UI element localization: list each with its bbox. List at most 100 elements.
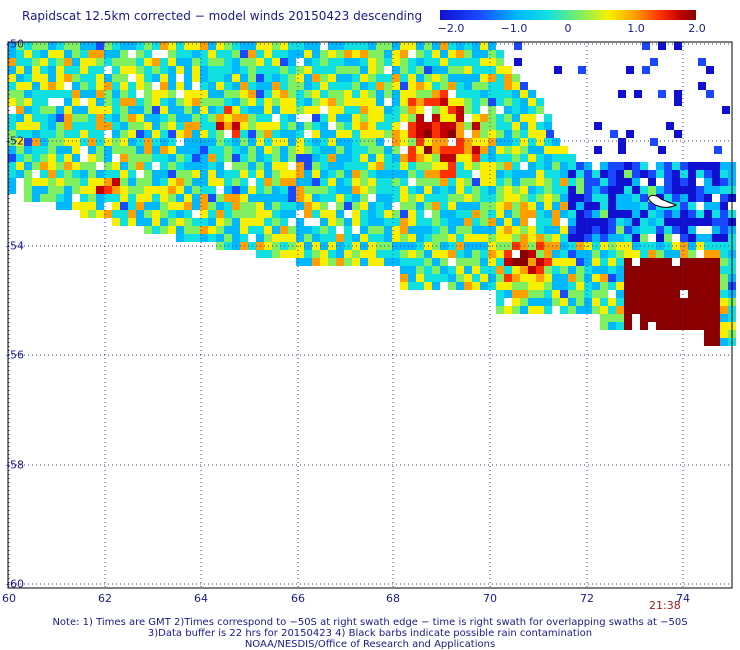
wind-cell bbox=[488, 66, 496, 74]
wind-cell bbox=[112, 42, 120, 50]
wind-cell bbox=[576, 218, 584, 226]
wind-cell bbox=[456, 234, 464, 242]
wind-cell bbox=[600, 274, 608, 282]
wind-cell bbox=[280, 218, 288, 226]
wind-cell bbox=[680, 162, 688, 170]
wind-cell bbox=[480, 202, 488, 210]
wind-cell bbox=[32, 50, 40, 58]
wind-cell bbox=[136, 178, 144, 186]
wind-cell bbox=[416, 106, 424, 114]
wind-cell bbox=[656, 218, 664, 226]
wind-cell bbox=[392, 170, 400, 178]
wind-cell bbox=[160, 42, 168, 50]
wind-cell bbox=[344, 42, 352, 50]
wind-cell bbox=[120, 194, 128, 202]
wind-cell bbox=[256, 146, 264, 154]
wind-cell bbox=[96, 66, 104, 74]
wind-cell bbox=[208, 50, 216, 58]
wind-cell bbox=[280, 122, 288, 130]
wind-cell bbox=[200, 162, 208, 170]
wind-cell bbox=[520, 186, 528, 194]
wind-cell bbox=[616, 218, 624, 226]
wind-cell bbox=[56, 114, 64, 122]
wind-cell bbox=[280, 210, 288, 218]
wind-cell bbox=[352, 162, 360, 170]
wind-cell bbox=[576, 210, 584, 218]
wind-cell bbox=[504, 82, 512, 90]
wind-cell bbox=[168, 130, 176, 138]
wind-cell bbox=[424, 178, 432, 186]
wind-cell bbox=[672, 162, 680, 170]
wind-cell bbox=[464, 258, 472, 266]
wind-cell bbox=[512, 154, 520, 162]
wind-cell bbox=[176, 58, 184, 66]
wind-cell bbox=[400, 130, 408, 138]
wind-cell bbox=[528, 266, 536, 274]
wind-cell bbox=[504, 306, 512, 314]
wind-cell bbox=[160, 170, 168, 178]
wind-cell bbox=[480, 186, 488, 194]
wind-cell bbox=[594, 146, 602, 154]
wind-cell bbox=[64, 162, 72, 170]
wind-cell bbox=[720, 322, 728, 330]
wind-cell bbox=[312, 186, 320, 194]
wind-cell bbox=[592, 298, 600, 306]
wind-cell bbox=[280, 106, 288, 114]
wind-cell bbox=[544, 226, 552, 234]
wind-cell bbox=[344, 138, 352, 146]
wind-cell bbox=[472, 42, 480, 50]
wind-cell bbox=[704, 274, 712, 282]
wind-cell bbox=[176, 122, 184, 130]
wind-cell bbox=[680, 314, 688, 322]
wind-cell bbox=[512, 162, 520, 170]
wind-cell bbox=[232, 170, 240, 178]
wind-cell bbox=[608, 162, 616, 170]
wind-cell bbox=[536, 122, 544, 130]
wind-cell bbox=[720, 210, 728, 218]
wind-cell bbox=[376, 226, 384, 234]
wind-cell bbox=[152, 194, 160, 202]
wind-cell bbox=[528, 274, 536, 282]
wind-cell bbox=[720, 202, 728, 210]
wind-cell bbox=[24, 42, 32, 50]
wind-cell bbox=[352, 74, 360, 82]
wind-cell bbox=[208, 122, 216, 130]
wind-cell bbox=[584, 258, 592, 266]
wind-cell bbox=[600, 250, 608, 258]
wind-cell bbox=[376, 122, 384, 130]
wind-cell bbox=[704, 218, 712, 226]
wind-cell bbox=[408, 138, 416, 146]
wind-cell bbox=[200, 138, 208, 146]
wind-cell bbox=[56, 122, 64, 130]
wind-cell bbox=[424, 90, 432, 98]
wind-cell bbox=[520, 266, 528, 274]
wind-cell bbox=[674, 90, 682, 98]
wind-cell bbox=[256, 202, 264, 210]
wind-cell bbox=[160, 202, 168, 210]
wind-cell bbox=[224, 106, 232, 114]
wind-cell bbox=[392, 98, 400, 106]
wind-cell bbox=[384, 74, 392, 82]
wind-cell bbox=[384, 146, 392, 154]
wind-cell bbox=[520, 154, 528, 162]
wind-cell bbox=[40, 90, 48, 98]
wind-cell bbox=[272, 74, 280, 82]
wind-cell bbox=[416, 266, 424, 274]
wind-cell bbox=[648, 218, 656, 226]
wind-cell bbox=[480, 74, 488, 82]
wind-cell bbox=[104, 162, 112, 170]
wind-cell bbox=[416, 226, 424, 234]
wind-cell bbox=[352, 194, 360, 202]
wind-cell bbox=[592, 290, 600, 298]
wind-cell bbox=[544, 266, 552, 274]
wind-cell bbox=[8, 66, 16, 74]
wind-cell bbox=[656, 266, 664, 274]
wind-cell bbox=[248, 122, 256, 130]
wind-cell bbox=[176, 50, 184, 58]
wind-cell bbox=[584, 290, 592, 298]
wind-cell bbox=[296, 162, 304, 170]
wind-cell bbox=[216, 226, 224, 234]
wind-cell bbox=[520, 178, 528, 186]
wind-cell bbox=[432, 138, 440, 146]
wind-cell bbox=[168, 58, 176, 66]
